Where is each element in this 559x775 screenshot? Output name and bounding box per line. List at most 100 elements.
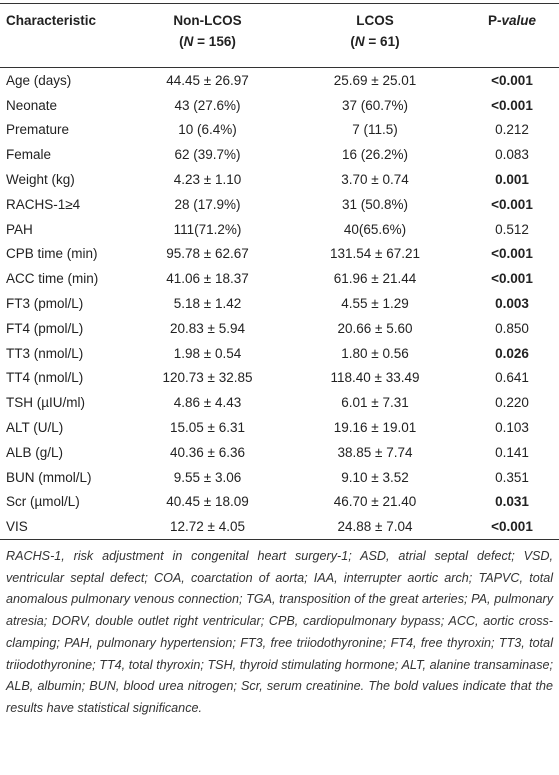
cell-text: 15.05 ± 6.31 [170,420,245,436]
cell-text: VIS [6,519,28,535]
table-cell: 0.031 [465,490,559,515]
table-cell: 120.73 ± 32.85 [130,366,285,391]
cell-text: Weight (kg) [6,172,75,188]
cell-text: 0.103 [495,420,529,436]
cell-text: ALT (U/L) [6,420,64,436]
cell-text: 3.70 ± 0.74 [341,172,409,188]
table-cell: 1.80 ± 0.56 [285,341,465,366]
cell-text: 0.220 [495,395,529,411]
table-cell: 25.69 ± 25.01 [285,68,465,93]
cell-text: 4.55 ± 1.29 [341,296,409,312]
table-cell: 0.641 [465,366,559,391]
table-cell: Scr (µmol/L) [0,490,130,515]
table-cell: CPB time (min) [0,242,130,267]
cell-text: 31 (50.8%) [341,196,409,212]
cell-text: 25.69 ± 25.01 [333,72,417,88]
cell-text: 0.003 [495,296,529,312]
table-row: FT3 (pmol/L) 5.18 ± 1.42 4.55 ± 1.29 0.003 [0,291,559,316]
cell-text: 0.212 [495,122,529,138]
table-row: TT3 (nmol/L) 1.98 ± 0.54 1.80 ± 0.56 0.026 [0,341,559,366]
header-text: LCOS [356,13,394,28]
cell-text: PAH [6,221,33,237]
cell-text: 5.18 ± 1.42 [173,296,242,312]
cell-text: <0.001 [491,271,533,287]
table-cell: VIS [0,514,130,539]
cell-text: Age (days) [6,72,72,88]
table-cell: 41.06 ± 18.37 [130,266,285,291]
cell-text: FT4 (pmol/L) [6,320,84,336]
table-cell: 20.66 ± 5.60 [285,316,465,341]
table-cell: 4.86 ± 4.43 [130,390,285,415]
cell-text: 62 (39.7%) [174,147,241,163]
header-cell: Characteristic [0,3,130,68]
table-cell: 43 (27.6%) [130,93,285,118]
cell-text: 10 (6.4%) [178,122,237,138]
cell-text: 40(65.6%) [343,221,407,237]
cell-text: ACC time (min) [6,271,99,287]
cell-text: 118.40 ± 33.49 [330,370,420,386]
table-cell: 46.70 ± 21.40 [285,490,465,515]
table-cell: 95.78 ± 62.67 [130,242,285,267]
table-cell: 0.026 [465,341,559,366]
cell-text: 6.01 ± 7.31 [341,395,409,411]
cell-text: 41.06 ± 18.37 [166,271,249,287]
table-cell: 38.85 ± 7.74 [285,440,465,465]
table-cell: 9.10 ± 3.52 [285,465,465,490]
header-text: ( [350,34,355,49]
cell-text: 0.031 [495,494,529,510]
table-row: ALT (U/L) 15.05 ± 6.31 19.16 ± 19.01 0.103 [0,415,559,440]
table-cell: 0.083 [465,142,559,167]
table-row: Female 62 (39.7%) 16 (26.2%) 0.083 [0,142,559,167]
header-cell: Non-LCOS (N = 156) [130,3,285,68]
table-row: ALB (g/L) 40.36 ± 6.36 38.85 ± 7.74 0.141 [0,440,559,465]
table-cell: 40.36 ± 6.36 [130,440,285,465]
cell-text: 1.80 ± 0.56 [341,345,409,361]
cell-text: BUN (mmol/L) [6,469,92,485]
table-row: Neonate 43 (27.6%) 37 (60.7%) <0.001 [0,93,559,118]
table-cell: 111(71.2%) [130,217,285,242]
table-row: PAH 111(71.2%) 40(65.6%) 0.512 [0,217,559,242]
table-row: TT4 (nmol/L) 120.73 ± 32.85 118.40 ± 33.49… [0,366,559,391]
table-cell: <0.001 [465,192,559,217]
header-text: ( [179,34,184,49]
table-cell: Age (days) [0,68,130,93]
cell-text: 12.72 ± 4.05 [170,519,245,535]
cell-text: 9.10 ± 3.52 [341,469,409,485]
cell-text: <0.001 [491,97,533,113]
header-text: N [183,34,194,49]
cell-text: RACHS-1≥4 [6,196,81,212]
table-row: BUN (mmol/L) 9.55 ± 3.06 9.10 ± 3.52 0.351 [0,465,559,490]
table-cell: 62 (39.7%) [130,142,285,167]
cell-text: <0.001 [491,72,533,88]
cell-text: 9.55 ± 3.06 [173,469,242,485]
cell-text: 120.73 ± 32.85 [162,370,253,386]
table-cell: PAH [0,217,130,242]
header-cell: P-value [465,3,559,68]
table-cell: ALT (U/L) [0,415,130,440]
cell-text: 24.88 ± 7.04 [337,519,413,535]
cell-text: 0.141 [495,444,529,460]
table-row: CPB time (min) 95.78 ± 62.67 131.54 ± 67.2… [0,242,559,267]
cell-text: 0.512 [495,221,529,237]
cell-text: <0.001 [491,196,533,212]
table-cell: 16 (26.2%) [285,142,465,167]
table-cell: 0.001 [465,167,559,192]
table-cell: ACC time (min) [0,266,130,291]
cell-text: 43 (27.6%) [174,97,241,113]
cell-text: TT3 (nmol/L) [6,345,84,361]
header-text: = 61) [364,34,400,49]
cell-text: CPB time (min) [6,246,98,262]
data-table: Characteristic Non-LCOS (N = 156) LCOS (N … [0,3,559,541]
cell-text: 1.98 ± 0.54 [173,345,242,361]
table-cell: 12.72 ± 4.05 [130,514,285,539]
cell-text: 0.641 [495,370,529,386]
table-cell: 0.003 [465,291,559,316]
cell-text: <0.001 [491,519,533,535]
table-cell: 19.16 ± 19.01 [285,415,465,440]
table-cell: Premature [0,118,130,143]
table-cell: BUN (mmol/L) [0,465,130,490]
cell-text: 0.351 [495,469,529,485]
table-row: Weight (kg) 4.23 ± 1.10 3.70 ± 0.74 0.001 [0,167,559,192]
table-cell: FT3 (pmol/L) [0,291,130,316]
cell-text: 40.45 ± 18.09 [166,494,249,510]
